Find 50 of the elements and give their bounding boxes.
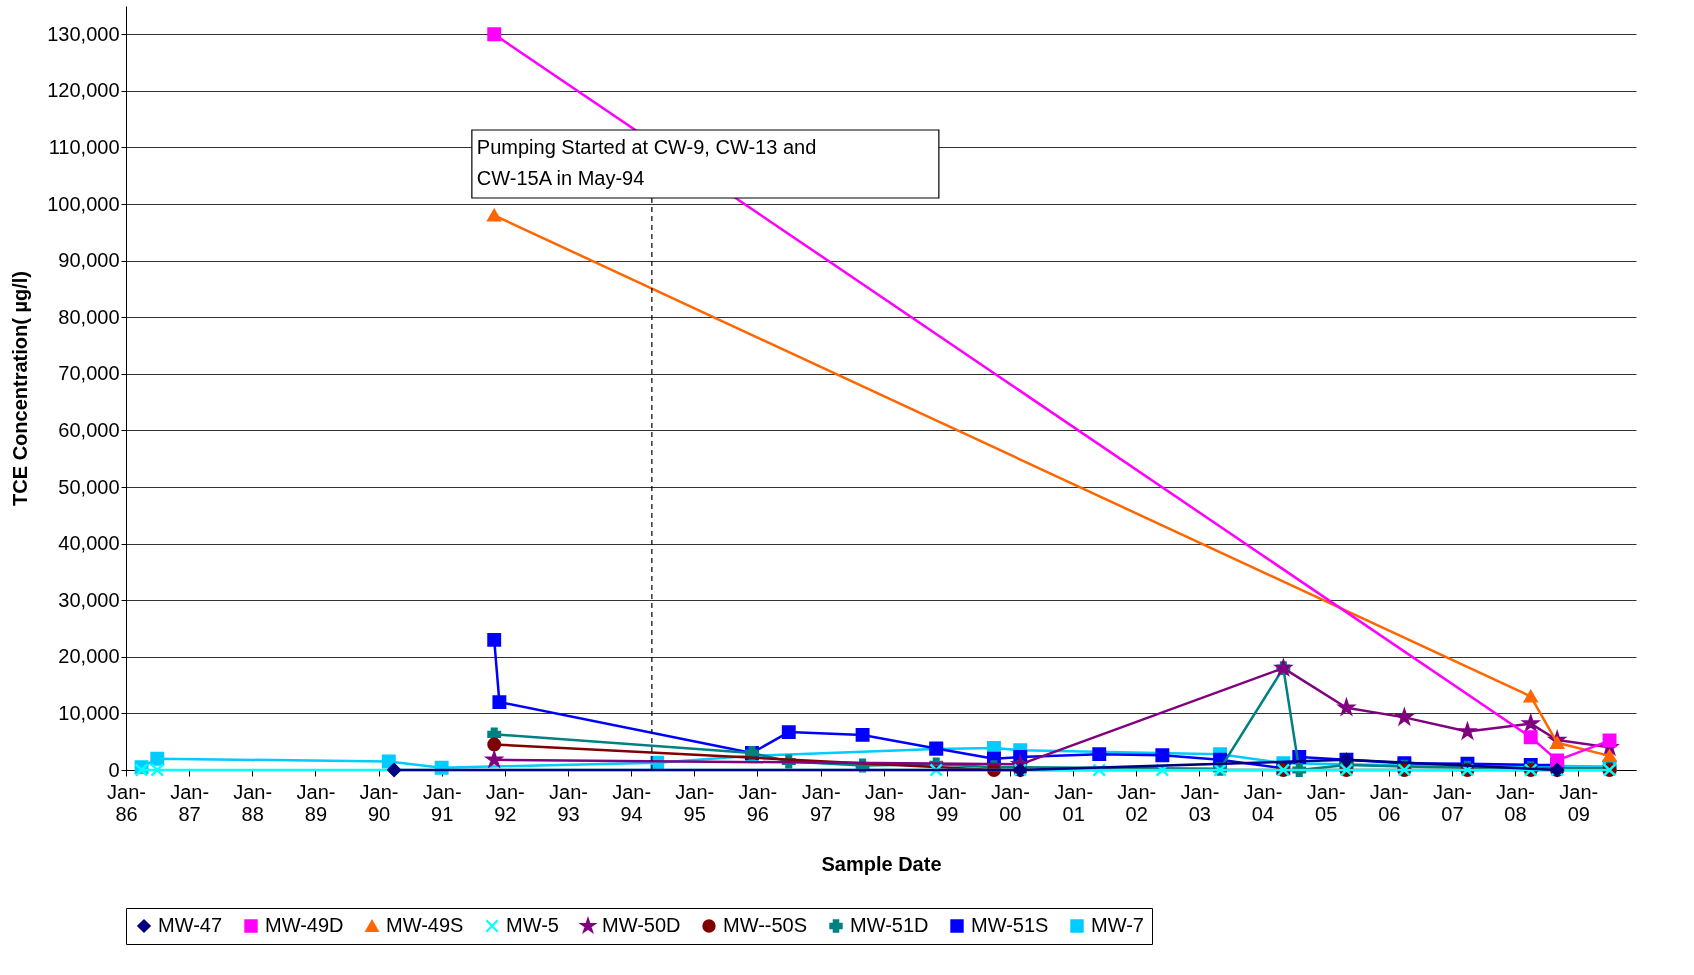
y-tick-label: 10,000 (58, 701, 120, 724)
x-tick-label: Jan-95 (675, 780, 715, 825)
x-tick-label: Jan-04 (1243, 780, 1283, 825)
legend-label: MW-50D (602, 914, 681, 936)
x-tick-label: Jan-98 (864, 780, 904, 825)
y-tick-label: 0 (108, 758, 120, 781)
legend-label: MW-49D (265, 914, 344, 936)
x-tick-label: Jan-93 (549, 780, 588, 825)
y-tick-label: 110,000 (48, 135, 120, 158)
x-tick-label: Jan-87 (170, 780, 210, 825)
y-tick-label: 30,000 (58, 588, 120, 611)
x-tick-label: Jan-02 (1117, 780, 1157, 825)
x-tick-label: Jan-94 (612, 780, 652, 825)
legend-label: MW-5 (506, 914, 559, 936)
x-tick-label: Jan-97 (801, 780, 841, 825)
y-tick-label: 70,000 (58, 362, 120, 385)
y-tick-label: 60,000 (58, 418, 120, 441)
x-tick-label: Jan-06 (1369, 780, 1409, 825)
x-tick-label: Jan-00 (990, 780, 1030, 825)
x-tick-label: Jan-86 (107, 780, 146, 825)
y-tick-label: 120,000 (47, 79, 120, 102)
x-tick-label: Jan-05 (1306, 780, 1346, 825)
x-axis-title: Sample Date (821, 852, 942, 875)
x-tick-label: Jan-91 (422, 780, 462, 825)
x-tick-label: Jan-96 (738, 780, 778, 825)
ref-line-label: Pumping Started at CW-9, CW-13 and CW-15A in May-94 (476, 136, 817, 189)
legend-label: MW-51D (850, 914, 929, 936)
x-tick-label: Jan-99 (927, 780, 967, 825)
legend-label: MW-51S (971, 914, 1049, 936)
x-tick-label: Jan-89 (296, 780, 336, 825)
y-tick-label: 90,000 (58, 249, 120, 272)
x-tick-label: Jan-09 (1559, 780, 1599, 825)
y-tick-label: 50,000 (58, 475, 120, 498)
y-tick-label: 40,000 (58, 532, 120, 555)
x-tick-label: Jan-90 (359, 780, 399, 825)
x-tick-label: Jan-88 (233, 780, 273, 825)
y-tick-label: 20,000 (58, 645, 120, 668)
y-tick-label: 80,000 (58, 305, 120, 328)
legend-label: MW-7 (1091, 914, 1144, 936)
legend-label: MW--50S (723, 914, 808, 936)
x-tick-label: Jan-01 (1054, 780, 1094, 825)
x-tick-label: Jan-92 (485, 780, 525, 825)
x-tick-label: Jan-03 (1180, 780, 1220, 825)
legend-label: MW-49S (386, 914, 464, 936)
y-axis-title: TCE Concentration( µg/l) (9, 271, 32, 506)
legend-label: MW-47 (158, 914, 223, 936)
x-tick-label: Jan-07 (1432, 780, 1472, 825)
y-tick-label: 130,000 (47, 22, 120, 45)
x-tick-label: Jan-08 (1496, 780, 1535, 825)
y-tick-label: 100,000 (47, 192, 120, 215)
